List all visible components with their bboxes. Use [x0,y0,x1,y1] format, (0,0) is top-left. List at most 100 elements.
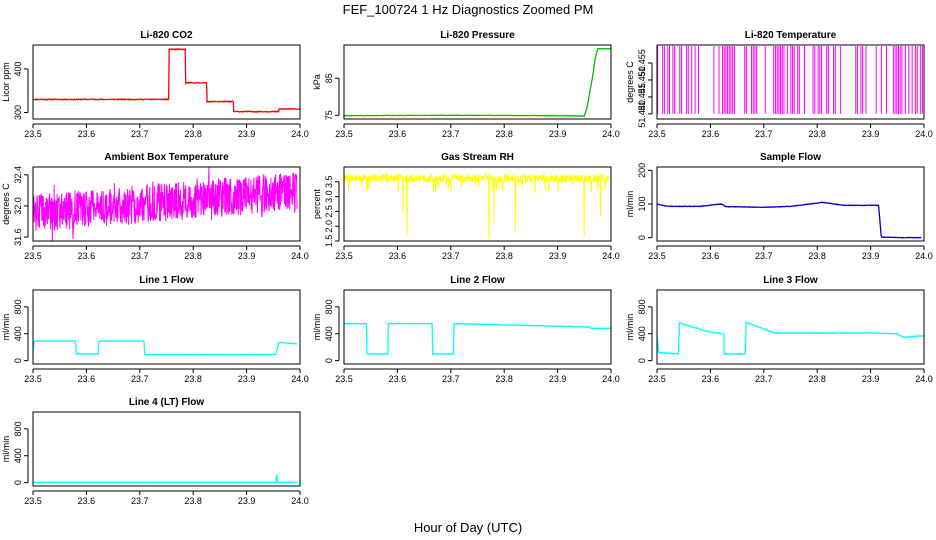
x-tick-label: 23.8 [808,129,826,139]
panel-1: Li-820 CO2 Licor ppm 23.5 23.6 23.7 23.8 23.9 2… [1,30,309,139]
panel-8: Line 2 Flow ml/min 23.5 23.6 23.7 23.8 23.9 24.… [312,275,620,384]
data-group [33,474,298,484]
data-group [657,46,923,114]
x-tick-label: 23.5 [24,251,42,261]
y-tick-label: 3.5 [324,176,334,189]
x-tick-label: 23.6 [389,374,407,384]
y-tick-label: 0 [13,358,23,363]
panel-ylabel: ml/min [312,314,322,341]
panel-title: Line 4 (LT) Flow [129,397,205,408]
x-tick-label: 23.5 [648,129,666,139]
x-tick-label: 23.7 [131,496,149,506]
data-group [344,172,609,239]
panel-ylabel: Licor ppm [1,62,11,102]
plot-frame [343,289,612,365]
x-tick-label: 23.8 [495,129,513,139]
figure-xlabel: Hour of Day (UTC) [414,520,522,535]
x-tick-label: 23.6 [78,496,96,506]
plot-frame [32,166,301,242]
y-tick-label: 32.0 [13,197,23,215]
y-tick-label: 51.440 [637,100,647,128]
x-tick-label: 23.7 [755,129,773,139]
y-tick-label: 51.450 [637,66,647,94]
y-tick-label: 0 [637,235,647,240]
y-tick-label: 800 [13,421,23,436]
panel-title: Sample Flow [760,152,821,163]
panel-ylabel: degrees C [1,183,11,225]
data-series-line [657,46,923,114]
panel-ylabel: ml/min [625,191,635,218]
plot-frame [656,166,925,242]
x-tick-label: 23.7 [131,251,149,261]
plot-frame [656,289,925,365]
y-tick-label: 400 [637,326,647,341]
data-series-line [33,474,298,484]
y-tick-label: 2.0 [324,220,334,233]
x-tick-label: 23.8 [495,374,513,384]
y-tick-label: 100 [637,196,647,211]
panel-ylabel: ml/min [625,314,635,341]
x-tick-label: 24.0 [602,129,620,139]
y-tick-label: 800 [324,299,334,314]
data-series-line [657,201,922,239]
panel-title: Line 1 Flow [139,275,194,286]
x-tick-label: 24.0 [915,129,933,139]
y-tick-label: 300 [13,105,23,120]
panel-ylabel: ml/min [1,314,11,341]
panel-ylabel: ml/min [1,436,11,463]
y-tick-label: 3.0 [324,190,334,203]
y-tick-label: 31.6 [13,228,23,246]
y-tick-label: 0 [637,358,647,363]
panel-7: Line 1 Flow ml/min 23.5 23.6 23.7 23.8 23.9 24.… [1,275,309,384]
plot-frame [32,44,301,120]
x-tick-label: 23.5 [648,251,666,261]
panel-4: Ambient Box Temperature degrees C 23.5 23.6… [1,152,309,261]
data-group [344,47,611,117]
panel-title: Line 3 Flow [763,275,818,286]
x-tick-label: 23.5 [335,129,353,139]
x-tick-label: 23.7 [442,251,460,261]
x-tick-label: 23.8 [184,251,202,261]
x-tick-label: 23.9 [549,374,567,384]
x-tick-label: 23.6 [389,129,407,139]
panel-2: Li-820 Pressure kPa 23.5 23.6 23.7 23.8 23.9 24… [312,30,620,139]
x-tick-label: 23.8 [184,374,202,384]
x-tick-label: 23.9 [238,129,256,139]
panel-ylabel: percent [312,188,322,219]
panel-10: Line 4 (LT) Flow ml/min 23.5 23.6 23.7 23.8 23… [1,397,309,506]
x-tick-label: 23.7 [755,251,773,261]
x-tick-label: 23.6 [78,374,96,384]
y-tick-label: 400 [324,326,334,341]
panel-ylabel: degrees C [625,61,635,103]
x-tick-label: 24.0 [915,251,933,261]
panel-9: Line 3 Flow ml/min 23.5 23.6 23.7 23.8 23.9 24.… [625,275,933,384]
data-series-line [344,47,611,117]
panel-5: Gas Stream RH percent 23.5 23.6 23.7 23.8 23.9… [312,152,620,261]
x-tick-label: 24.0 [291,129,309,139]
y-tick-label: 2.5 [324,205,334,218]
data-group [33,340,298,356]
x-tick-label: 23.7 [131,129,149,139]
panel-title: Li-820 CO2 [140,30,193,41]
x-tick-label: 23.9 [238,251,256,261]
x-tick-label: 23.9 [238,496,256,506]
plot-frame [32,289,301,365]
x-tick-label: 24.0 [291,251,309,261]
y-tick-label: 51.455 [637,49,647,77]
panel-title: Ambient Box Temperature [104,152,229,163]
data-series-line [33,340,298,356]
x-tick-label: 23.8 [808,251,826,261]
x-tick-label: 24.0 [602,374,620,384]
x-tick-label: 23.5 [648,374,666,384]
x-tick-label: 23.7 [442,374,460,384]
plot-frame [656,44,925,120]
data-group [657,201,922,239]
data-series-line [33,47,300,113]
x-tick-label: 23.5 [335,374,353,384]
x-tick-label: 24.0 [915,374,933,384]
plot-frame [343,166,612,242]
y-tick-label: 0 [324,358,334,363]
x-tick-label: 24.0 [291,374,309,384]
panel-title: Li-820 Pressure [440,30,515,41]
